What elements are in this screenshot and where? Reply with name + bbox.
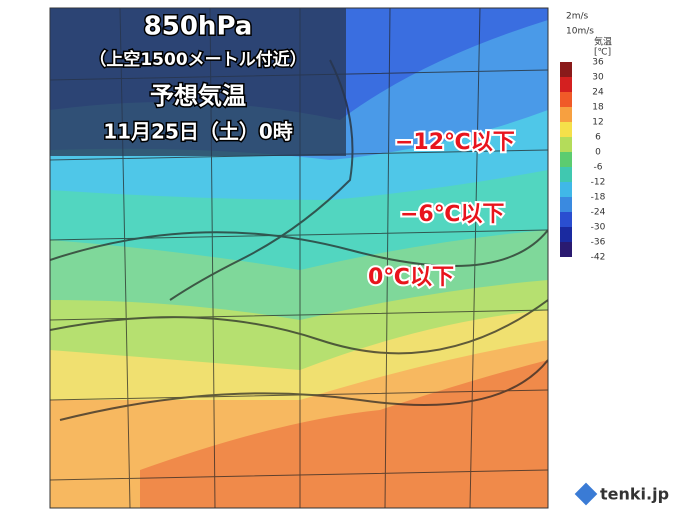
wind-label: 2m/s xyxy=(566,12,589,22)
colorbar-tick-label: 18 xyxy=(592,103,604,113)
colorbar-tick-label: -6 xyxy=(594,163,603,173)
legend-title: 気温 xyxy=(594,36,612,48)
colorbar-segment xyxy=(560,182,572,197)
colorbar-segment xyxy=(560,62,572,77)
brand: tenki.jp xyxy=(600,485,669,504)
colorbar-tick-label: -12 xyxy=(591,178,606,188)
colorbar-tick-label: 6 xyxy=(595,133,601,143)
colorbar-tick-label: 30 xyxy=(592,73,604,83)
annotation: −12℃以下 xyxy=(395,130,515,155)
colorbar-tick-label: 12 xyxy=(592,118,603,128)
colorbar-segment xyxy=(560,107,572,122)
colorbar-tick-label: -24 xyxy=(591,208,606,218)
colorbar-segment xyxy=(560,137,572,152)
brand-logo xyxy=(574,482,598,506)
heading: 予想気温 xyxy=(150,82,246,110)
colorbar-segment xyxy=(560,77,572,92)
colorbar-tick-label: -18 xyxy=(591,193,606,203)
colorbar: 36 30 24 18 12 6 0 -6 -12 -18 -24 -30 -36 -42 xyxy=(560,58,606,263)
colorbar-segment xyxy=(560,167,572,182)
colorbar-tick-label: 24 xyxy=(592,88,604,98)
annotation: −6℃以下 xyxy=(400,202,504,227)
colorbar-segment xyxy=(560,92,572,107)
colorbar-tick-label: -36 xyxy=(591,238,606,248)
colorbar-segment xyxy=(560,152,572,167)
wind-label: 10m/s xyxy=(566,27,594,37)
title-box xyxy=(50,8,346,156)
colorbar-segment xyxy=(560,122,572,137)
colorbar-tick-label: -30 xyxy=(591,223,606,233)
title: 850hPa xyxy=(144,12,253,42)
colorbar-segment xyxy=(560,212,572,227)
colorbar-tick-label: -42 xyxy=(591,253,606,263)
colorbar-segment xyxy=(560,227,572,242)
map xyxy=(50,8,548,508)
colorbar-segment xyxy=(560,242,572,257)
annotation: 0℃以下 xyxy=(368,265,454,290)
datetime: 11月25日（土）0時 xyxy=(103,120,293,144)
subtitle: （上空1500メートル付近） xyxy=(89,49,306,70)
colorbar-tick-label: 36 xyxy=(592,58,604,68)
colorbar-tick-label: 0 xyxy=(595,148,601,158)
legend-unit: [℃] xyxy=(594,48,611,58)
colorbar-segment xyxy=(560,197,572,212)
